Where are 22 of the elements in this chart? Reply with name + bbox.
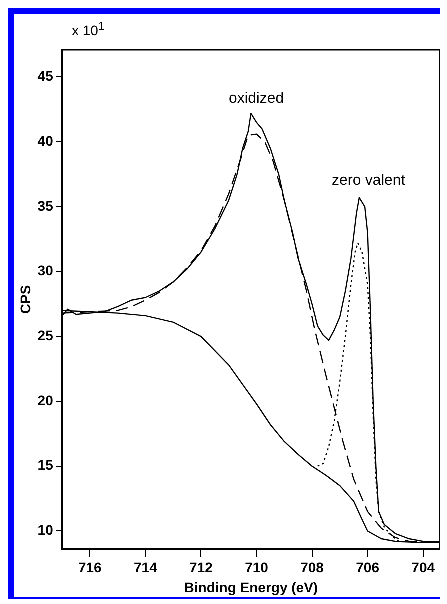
x-tick-label: 710 xyxy=(245,560,269,576)
x-tick-label: 708 xyxy=(300,560,324,576)
annotation: oxidized xyxy=(229,90,284,107)
y-tick-label: 15 xyxy=(38,457,54,474)
x-tick-label: 712 xyxy=(190,560,214,576)
picture-frame: Binding Energy (eV) CPS 716 714 712 710 708 706 704 10 15 20 25 30 35 40 45 x 10$^{1}$ oxidized zero valent xyxy=(8,8,440,599)
y-tick-label: 20 xyxy=(38,392,54,408)
x-tick-label: 704 xyxy=(412,560,436,576)
line-series xyxy=(317,242,402,544)
y-tick-label: 30 xyxy=(38,262,54,279)
y-tick-label: 40 xyxy=(38,132,54,149)
x-tick-label: 716 xyxy=(78,560,102,576)
text: x 10$^{1}$ xyxy=(72,20,105,39)
y-tick-label: 45 xyxy=(38,68,54,84)
x-tick-label: 706 xyxy=(356,560,380,576)
annotation: zero valent xyxy=(332,172,406,189)
y-tick-label: 25 xyxy=(38,328,54,344)
x-tick-label: 714 xyxy=(134,560,158,576)
x-axis-title: Binding Energy (eV) xyxy=(184,579,318,596)
y-tick-label: 35 xyxy=(38,198,54,214)
y-axis-title: CPS xyxy=(17,285,34,314)
y-tick-label: 10 xyxy=(38,522,54,538)
